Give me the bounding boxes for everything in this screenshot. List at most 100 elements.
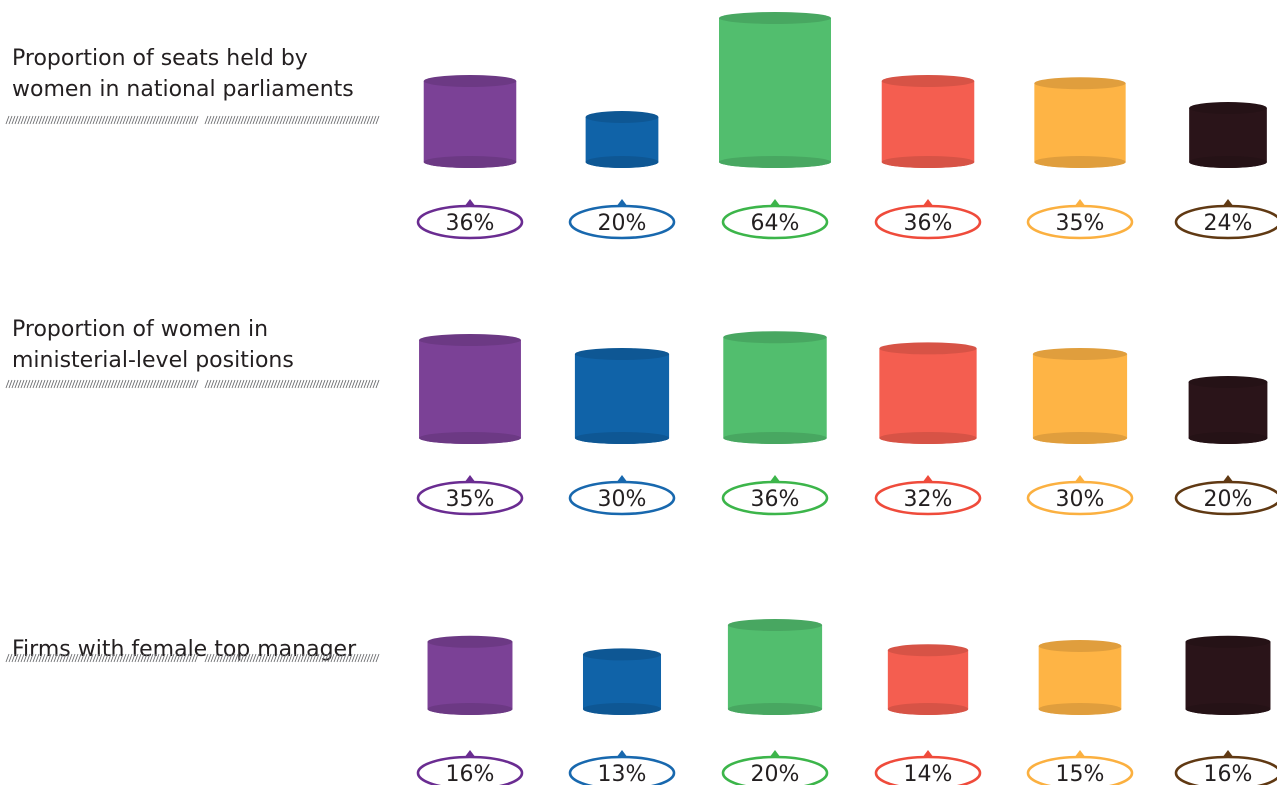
value-label-text-1-0: 35%	[446, 487, 495, 512]
cylinder-base-2-4	[1038, 703, 1122, 715]
value-label-0-5: 24%	[1174, 199, 1277, 240]
value-label-2-3: 14%	[874, 750, 982, 785]
cylinder-top-2-1	[582, 648, 662, 661]
cylinder-top-1-0	[419, 334, 521, 346]
cylinder-body-2-1	[582, 654, 662, 715]
cylinder-body-1-1	[574, 354, 670, 444]
cylinder-body-2-5	[1185, 641, 1271, 715]
value-label-text-0-2: 64%	[751, 211, 800, 236]
value-label-text-1-3: 32%	[904, 487, 953, 512]
cylinder-bar-2-0	[427, 635, 513, 715]
cylinder-bar-0-4	[1034, 77, 1126, 168]
cylinder-bar-1-0	[419, 334, 521, 444]
cylinder-base-0-4	[1034, 156, 1126, 168]
label-underline-hatch-1-0	[5, 379, 199, 389]
value-label-0-4: 35%	[1026, 199, 1134, 240]
cylinder-base-1-1	[574, 432, 670, 444]
cylinder-base-2-3	[887, 703, 969, 715]
value-label-pointer-1-4	[1074, 475, 1086, 483]
cylinder-top-1-1	[574, 348, 670, 360]
value-label-0-2: 64%	[721, 199, 829, 240]
value-label-pointer-1-0	[464, 475, 476, 483]
value-label-pointer-0-0	[464, 199, 476, 207]
cylinder-base-0-3	[881, 156, 975, 168]
value-label-pointer-1-5	[1222, 475, 1234, 483]
cylinder-top-2-2	[727, 619, 823, 631]
cylinder-base-2-5	[1185, 703, 1271, 715]
cylinder-top-0-0	[423, 75, 517, 87]
value-label-1-4: 30%	[1026, 475, 1134, 516]
cylinder-body-1-2	[723, 337, 827, 444]
cylinder-body-0-3	[881, 81, 975, 168]
cylinder-bar-1-3	[879, 342, 977, 444]
value-label-1-2: 36%	[721, 475, 829, 516]
label-underline-hatch-0-0	[5, 115, 199, 125]
cylinder-body-1-5	[1188, 382, 1268, 444]
value-label-pointer-0-5	[1222, 199, 1234, 207]
cylinder-bar-2-5	[1185, 635, 1271, 715]
cylinder-bar-1-1	[574, 348, 670, 444]
cylinder-bar-0-0	[423, 75, 517, 168]
value-label-1-5: 20%	[1174, 475, 1277, 516]
value-label-pointer-2-5	[1222, 750, 1234, 758]
cylinder-body-2-0	[427, 641, 513, 715]
value-label-text-0-4: 35%	[1056, 211, 1105, 236]
cylinder-base-1-2	[723, 432, 827, 444]
value-label-pointer-1-2	[769, 475, 781, 483]
cylinder-body-1-4	[1032, 354, 1128, 444]
row-label-1: Proportion of women in ministerial-level…	[12, 317, 294, 373]
cylinder-bar-1-5	[1188, 376, 1268, 444]
value-label-text-1-2: 36%	[751, 487, 800, 512]
value-label-text-0-3: 36%	[904, 211, 953, 236]
cylinder-base-0-1	[585, 156, 659, 168]
value-label-pointer-0-2	[769, 199, 781, 207]
cylinder-top-2-3	[887, 644, 969, 657]
cylinder-body-1-3	[879, 348, 977, 444]
cylinder-base-2-2	[727, 703, 823, 715]
label-underline-hatch-0-1	[204, 115, 380, 125]
cylinder-top-1-5	[1188, 376, 1268, 388]
cylinder-base-2-1	[582, 703, 662, 715]
cylinder-base-1-0	[419, 432, 521, 444]
cylinder-bar-0-5	[1189, 102, 1267, 168]
cylinder-body-0-2	[719, 18, 831, 168]
cylinder-base-0-0	[423, 156, 517, 168]
value-label-text-2-5: 16%	[1204, 762, 1253, 785]
value-label-pointer-2-3	[922, 750, 934, 758]
cylinder-base-0-5	[1189, 156, 1267, 168]
value-label-pointer-0-1	[616, 199, 628, 207]
value-label-pointer-2-1	[616, 750, 628, 758]
value-label-text-2-3: 14%	[904, 762, 953, 785]
value-label-2-4: 15%	[1026, 750, 1134, 785]
value-label-pointer-0-3	[922, 199, 934, 207]
value-label-0-1: 20%	[568, 199, 676, 240]
cylinder-bar-2-2	[727, 619, 823, 715]
value-label-pointer-2-0	[464, 750, 476, 758]
cylinder-top-1-3	[879, 342, 977, 355]
cylinder-body-0-4	[1034, 83, 1126, 168]
cylinder-top-2-4	[1038, 640, 1122, 652]
cylinder-bar-0-3	[881, 75, 975, 168]
value-label-2-1: 13%	[568, 750, 676, 785]
value-label-text-0-1: 20%	[598, 211, 647, 236]
cylinder-body-0-5	[1189, 108, 1267, 168]
value-label-text-0-0: 36%	[446, 211, 495, 236]
cylinder-body-2-3	[887, 650, 969, 715]
cylinder-body-2-4	[1038, 646, 1122, 715]
cylinder-top-0-5	[1189, 102, 1267, 114]
cylinder-bar-2-4	[1038, 640, 1122, 715]
cylinder-top-0-1	[585, 111, 659, 123]
cylinder-base-1-5	[1188, 432, 1268, 444]
value-label-pointer-0-4	[1074, 199, 1086, 207]
cylinder-top-1-4	[1032, 348, 1128, 360]
value-label-2-5: 16%	[1174, 750, 1277, 785]
value-label-pointer-2-4	[1074, 750, 1086, 758]
label-underline-hatch-2-0	[5, 653, 199, 663]
label-underline-hatch-1-1	[204, 379, 380, 389]
cylinder-top-2-5	[1185, 635, 1271, 648]
value-label-1-0: 35%	[416, 475, 524, 516]
cylinder-top-0-3	[881, 75, 975, 87]
cylinder-bar-1-4	[1032, 348, 1128, 444]
cylinder-body-0-1	[585, 117, 659, 168]
cylinder-bar-2-1	[582, 648, 662, 715]
